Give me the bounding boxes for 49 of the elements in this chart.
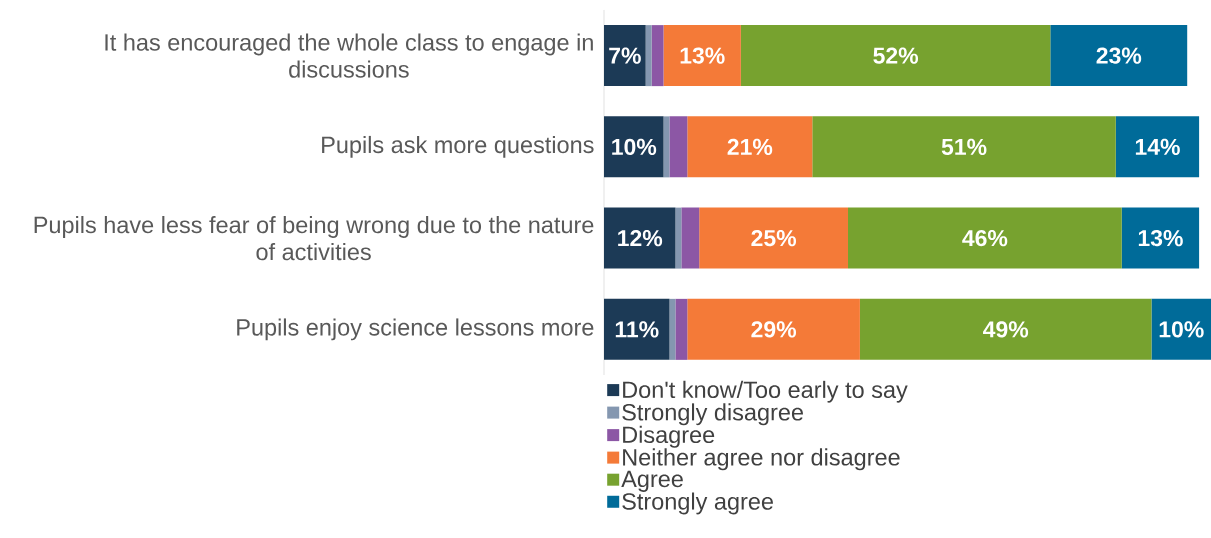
legend-label: Don't know/Too early to say — [623, 380, 908, 403]
data-label: 14% — [1135, 138, 1180, 155]
bar — [651, 25, 664, 87]
bar — [1115, 116, 1200, 178]
bar — [812, 116, 1116, 178]
legend-label: Agree — [621, 470, 683, 492]
legend-label: Strongly disagree — [622, 403, 803, 426]
bar — [699, 207, 848, 269]
data-label: 10% — [612, 138, 657, 155]
bar — [675, 298, 688, 360]
bar — [669, 298, 676, 360]
legend-label: Neither agree nor disagree — [623, 448, 900, 471]
bar — [604, 207, 676, 269]
data-label: 52% — [873, 47, 919, 64]
bar — [847, 207, 1122, 269]
bar — [1151, 298, 1211, 360]
data-label: 49% — [983, 321, 1029, 338]
data-label: 51% — [941, 138, 987, 155]
data-label: 7% — [609, 47, 641, 64]
legend-label: Strongly agree — [622, 492, 773, 515]
bar — [604, 298, 670, 360]
bar — [645, 25, 652, 87]
bar — [604, 116, 664, 178]
bar — [663, 25, 741, 87]
data-label: 12% — [618, 229, 663, 247]
y-tick-label: Pupils ask more questions — [322, 135, 594, 158]
bar — [687, 298, 860, 360]
bar — [859, 298, 1152, 360]
data-label: 25% — [751, 229, 797, 247]
bar — [687, 116, 813, 178]
y-tick-label: Pupils have less fear of being wrong due to the nature of activities — [34, 215, 594, 261]
bar — [1121, 207, 1200, 269]
data-label: 13% — [1138, 229, 1183, 247]
data-label: 21% — [727, 138, 773, 155]
data-label: 10% — [1159, 321, 1204, 338]
bar — [669, 116, 688, 178]
bar — [1050, 25, 1188, 87]
bar — [740, 25, 1051, 87]
y-tick-label: It has encouraged the whole class to engage in discussions — [105, 33, 593, 78]
bar — [675, 207, 682, 269]
data-label: 11% — [615, 321, 659, 338]
bar — [681, 207, 700, 269]
bar — [604, 25, 646, 87]
data-label: 23% — [1096, 47, 1142, 64]
data-label: 29% — [751, 321, 797, 338]
legend-label: Disagree — [623, 425, 715, 448]
data-label: 46% — [962, 229, 1008, 247]
data-label: 13% — [680, 47, 725, 64]
y-tick-label: Pupils enjoy science lessons more — [237, 318, 594, 341]
